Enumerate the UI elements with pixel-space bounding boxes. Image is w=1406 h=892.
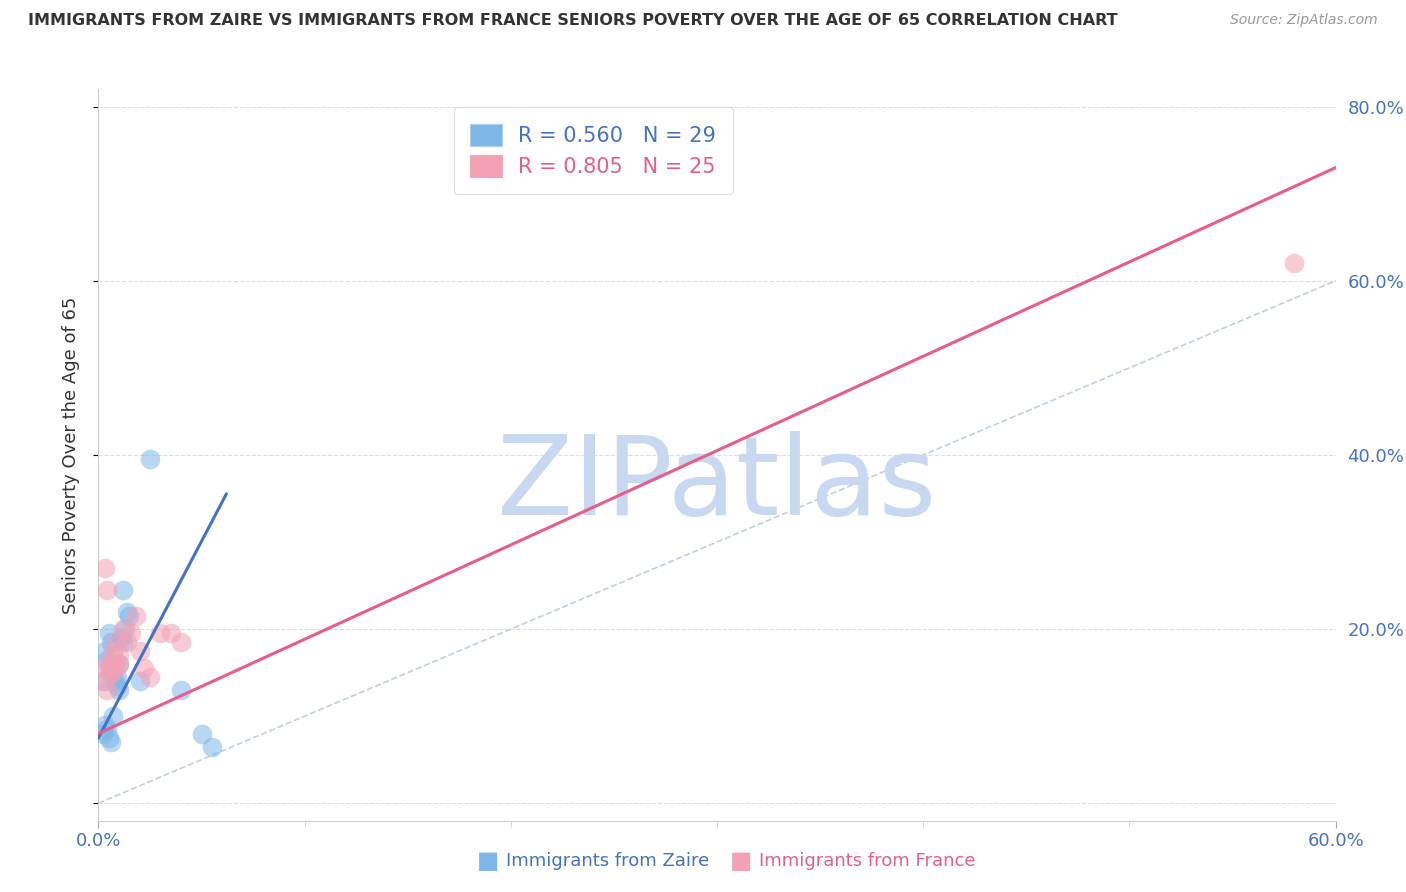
Point (97, 731, 120, 745)
Text: Source: ZipAtlas.com: Source: ZipAtlas.com (1230, 13, 1378, 28)
Point (91, 726, 114, 740)
Point (139, 452, 162, 467)
Point (120, 626, 142, 640)
Point (139, 670, 162, 684)
Point (96, 652, 118, 666)
Point (101, 665, 124, 680)
Point (104, 674, 127, 689)
Point (97, 657, 120, 671)
Point (97, 626, 120, 640)
Y-axis label: Seniors Poverty Over the Age of 65: Seniors Poverty Over the Age of 65 (62, 296, 80, 614)
Point (112, 582, 135, 597)
Point (108, 657, 131, 671)
Point (128, 674, 150, 689)
Point (1284, 256, 1306, 270)
Point (93, 718, 115, 732)
Point (96, 723, 118, 737)
Point (93, 561, 115, 575)
Legend: R = 0.560   N = 29, R = 0.805   N = 25: R = 0.560 N = 29, R = 0.805 N = 25 (454, 107, 733, 194)
Point (149, 626, 172, 640)
Point (97, 661, 120, 675)
Point (96, 582, 118, 597)
Point (108, 657, 131, 671)
Text: Immigrants from France: Immigrants from France (759, 852, 976, 870)
Point (128, 644, 150, 658)
Point (112, 635, 135, 649)
Point (91, 661, 114, 675)
Point (190, 726, 212, 740)
Point (170, 683, 193, 698)
Text: ■: ■ (730, 849, 752, 872)
Point (114, 622, 136, 636)
Point (105, 679, 128, 693)
Text: IMMIGRANTS FROM ZAIRE VS IMMIGRANTS FROM FRANCE SENIORS POVERTY OVER THE AGE OF : IMMIGRANTS FROM ZAIRE VS IMMIGRANTS FROM… (28, 13, 1118, 29)
Point (170, 635, 193, 649)
Point (100, 735, 122, 749)
Text: Immigrants from Zaire: Immigrants from Zaire (506, 852, 710, 870)
Point (201, 739, 224, 754)
Point (91, 674, 114, 689)
Point (101, 709, 124, 723)
Point (100, 665, 122, 680)
Point (93, 644, 115, 658)
Point (110, 631, 132, 645)
Point (105, 670, 128, 684)
Point (118, 609, 141, 624)
Point (117, 635, 139, 649)
Point (104, 661, 127, 675)
Point (96, 683, 118, 698)
Point (100, 665, 122, 680)
Point (132, 661, 155, 675)
Text: ■: ■ (477, 849, 499, 872)
Point (101, 644, 124, 658)
Point (112, 622, 135, 636)
Point (104, 652, 127, 666)
Point (108, 648, 131, 663)
Point (105, 635, 128, 649)
Point (93, 674, 115, 689)
Point (100, 635, 122, 649)
Point (117, 605, 139, 619)
Text: ZIPatlas: ZIPatlas (498, 431, 936, 538)
Point (159, 626, 181, 640)
Point (108, 683, 131, 698)
Point (124, 609, 146, 624)
